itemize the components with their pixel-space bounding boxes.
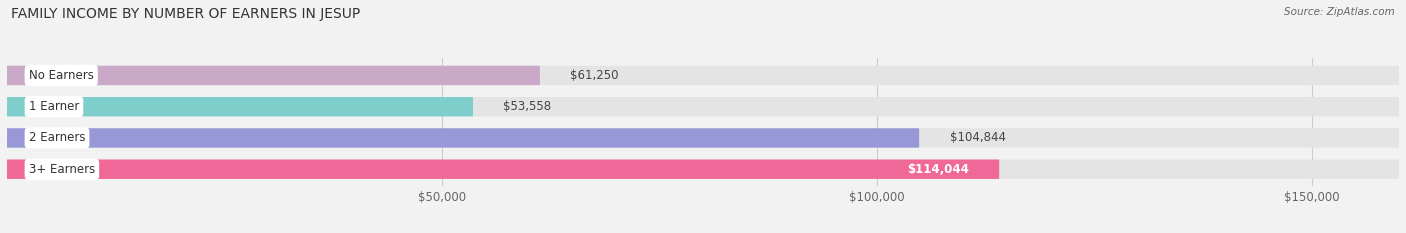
FancyBboxPatch shape bbox=[7, 66, 540, 85]
Text: 3+ Earners: 3+ Earners bbox=[28, 163, 96, 176]
FancyBboxPatch shape bbox=[7, 160, 1000, 179]
Text: $53,558: $53,558 bbox=[503, 100, 551, 113]
FancyBboxPatch shape bbox=[7, 97, 472, 116]
Text: $61,250: $61,250 bbox=[571, 69, 619, 82]
Text: FAMILY INCOME BY NUMBER OF EARNERS IN JESUP: FAMILY INCOME BY NUMBER OF EARNERS IN JE… bbox=[11, 7, 360, 21]
Text: No Earners: No Earners bbox=[28, 69, 94, 82]
Text: Source: ZipAtlas.com: Source: ZipAtlas.com bbox=[1284, 7, 1395, 17]
FancyBboxPatch shape bbox=[7, 160, 1399, 179]
FancyBboxPatch shape bbox=[7, 128, 920, 148]
Text: $104,844: $104,844 bbox=[949, 131, 1005, 144]
FancyBboxPatch shape bbox=[7, 128, 1399, 148]
FancyBboxPatch shape bbox=[7, 97, 1399, 116]
Text: 2 Earners: 2 Earners bbox=[28, 131, 86, 144]
FancyBboxPatch shape bbox=[7, 66, 1399, 85]
Text: 1 Earner: 1 Earner bbox=[28, 100, 79, 113]
Text: $114,044: $114,044 bbox=[907, 163, 969, 176]
